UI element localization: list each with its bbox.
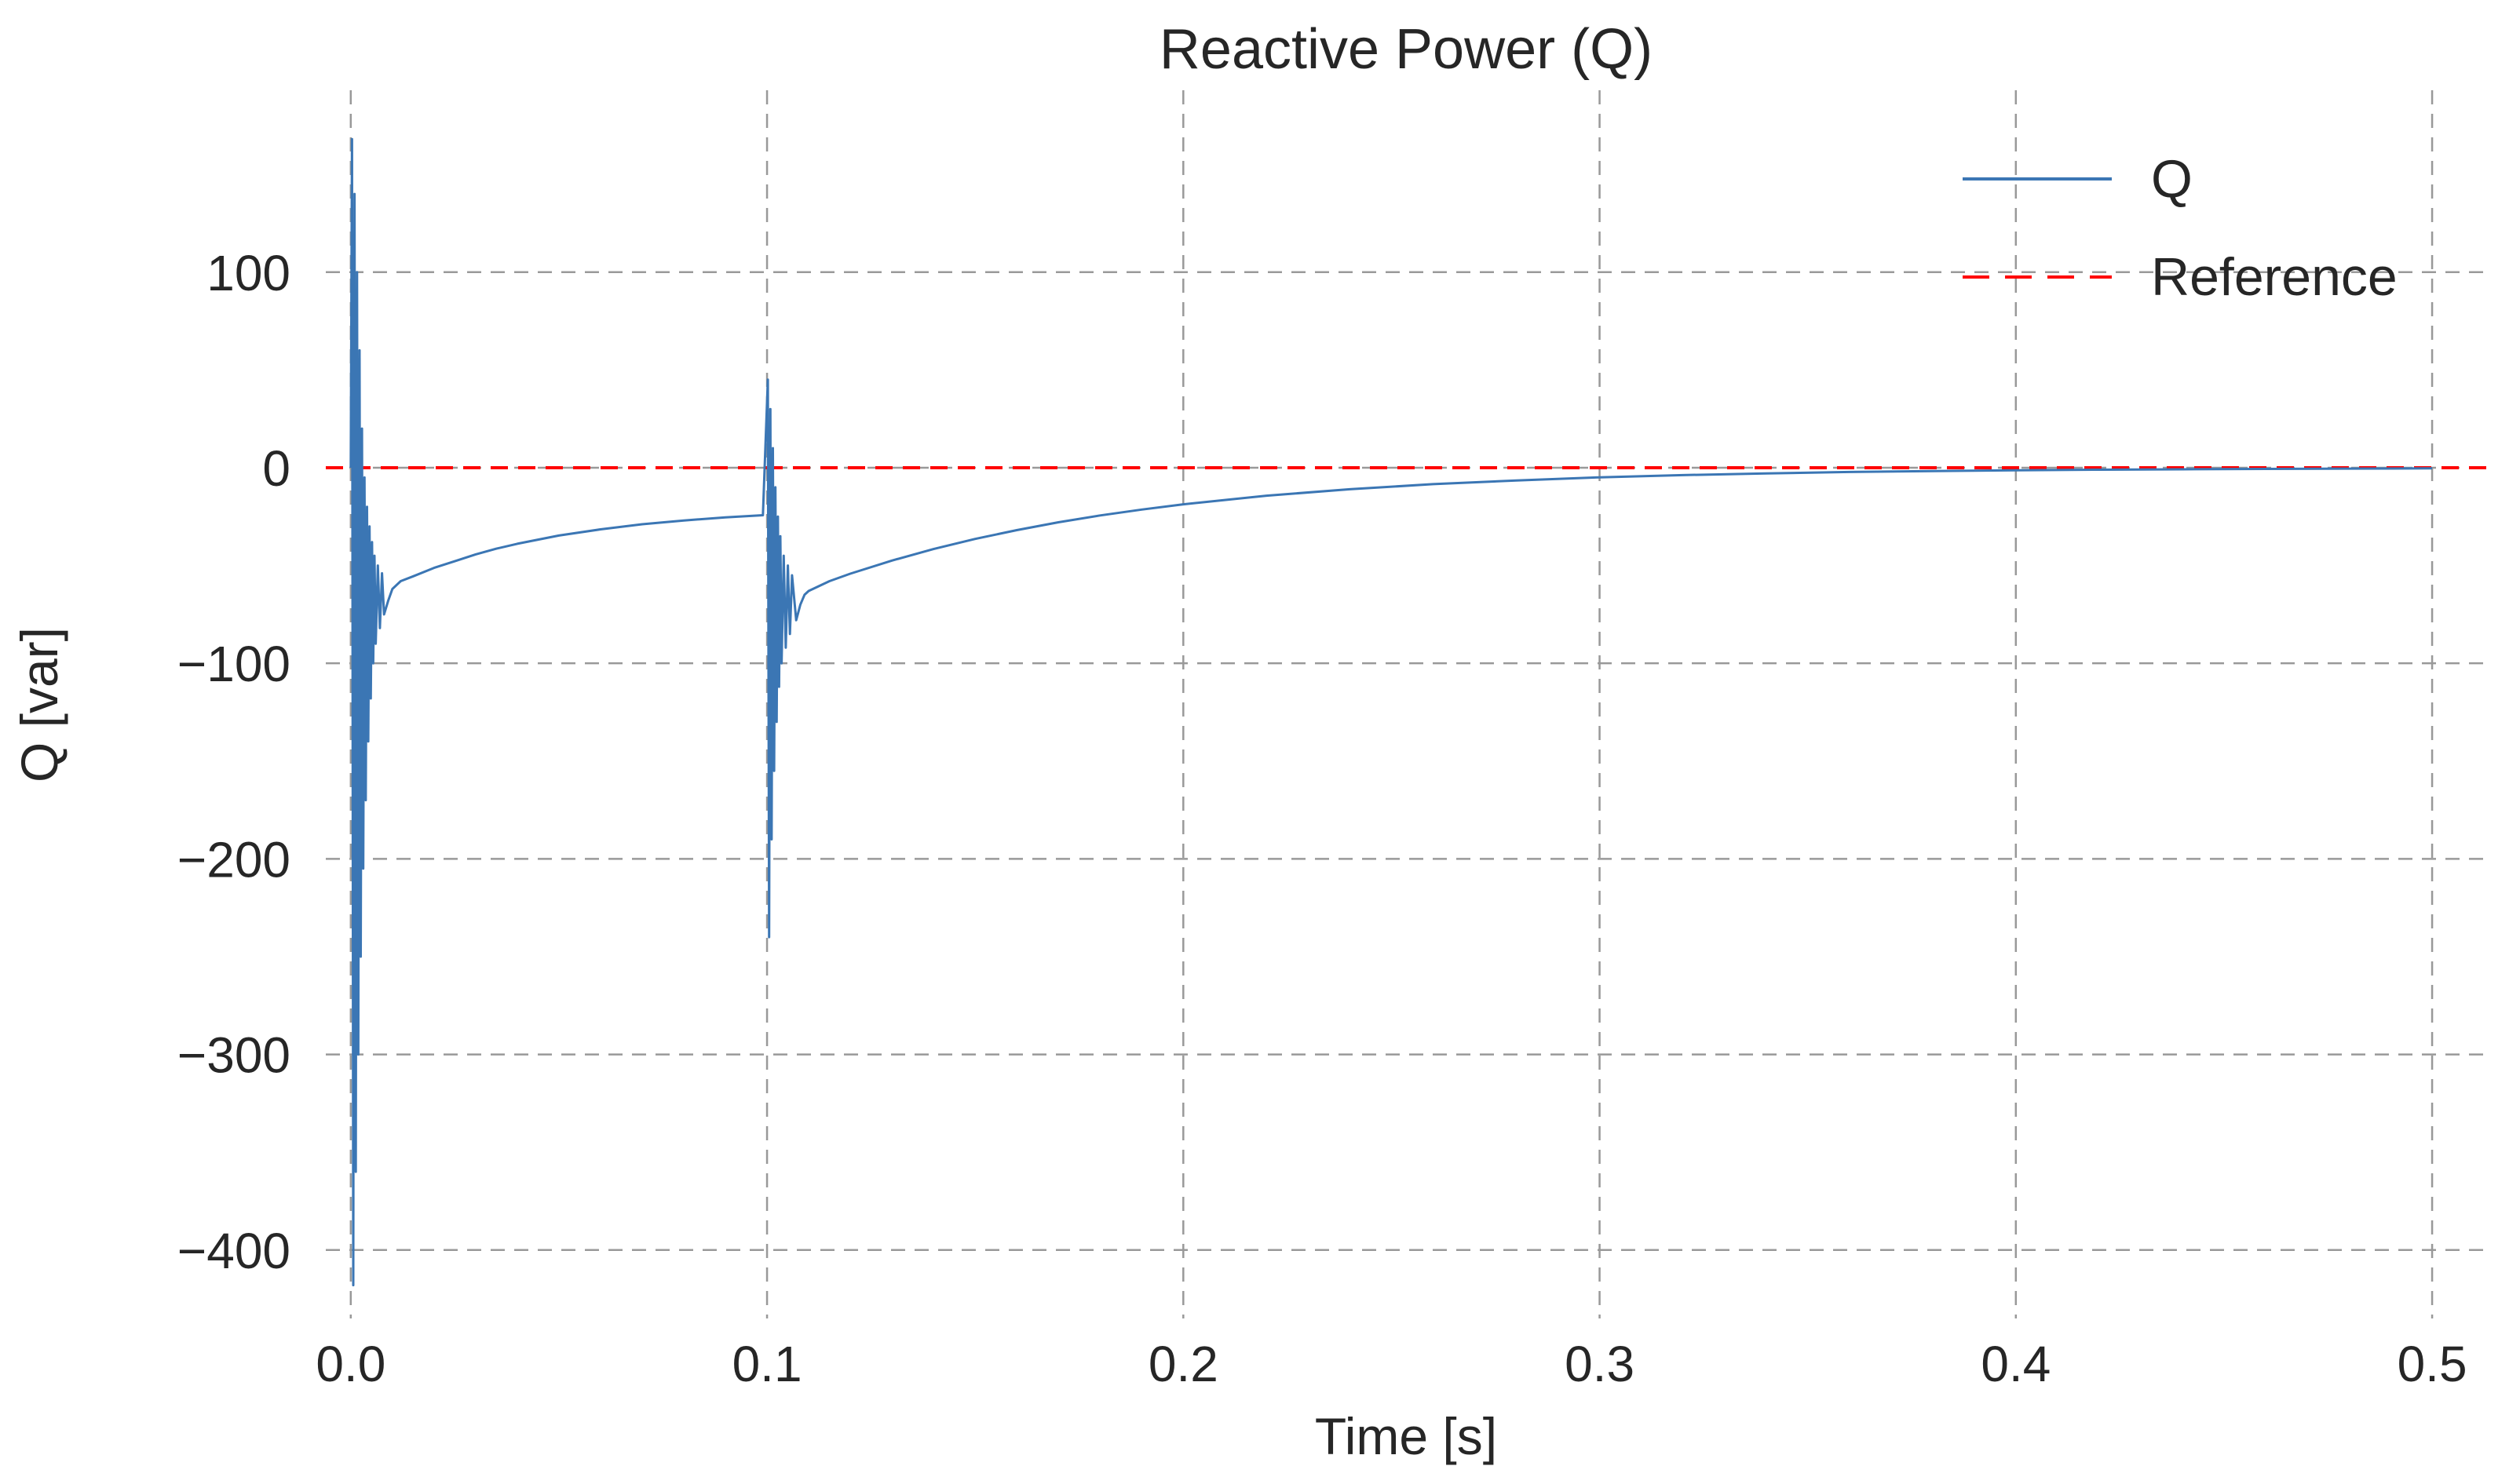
legend: Q Reference: [1963, 129, 2398, 326]
x-axis-label: Time [s]: [1314, 1407, 1498, 1465]
y-tick-label: −300: [177, 1027, 290, 1084]
x-tick-label: 0.4: [1981, 1336, 2051, 1392]
x-tick-label: 0.2: [1149, 1336, 1218, 1392]
y-tick-label: −400: [177, 1223, 290, 1279]
y-axis-label: Q [var]: [10, 626, 68, 783]
q-series-line: [349, 137, 2433, 1287]
legend-label-reference: Reference: [2151, 246, 2398, 307]
legend-label-q: Q: [2151, 148, 2193, 209]
y-tick-label: 100: [206, 245, 290, 301]
x-tick-label: 0.1: [732, 1336, 802, 1392]
x-tick-label: 0.5: [2398, 1336, 2467, 1392]
x-tick-label: 0.3: [1565, 1336, 1634, 1392]
legend-entry-reference: Reference: [1963, 228, 2398, 326]
chart-title: Reactive Power (Q): [1159, 18, 1653, 81]
y-tick-label: −100: [177, 636, 290, 692]
reference-line-sample-icon: [1963, 275, 2112, 279]
legend-entry-q: Q: [1963, 129, 2398, 228]
y-tick-label: 0: [262, 440, 290, 497]
x-tick-label: 0.0: [316, 1336, 385, 1392]
y-tick-label: −200: [177, 831, 290, 888]
q-line-sample-icon: [1963, 177, 2112, 181]
